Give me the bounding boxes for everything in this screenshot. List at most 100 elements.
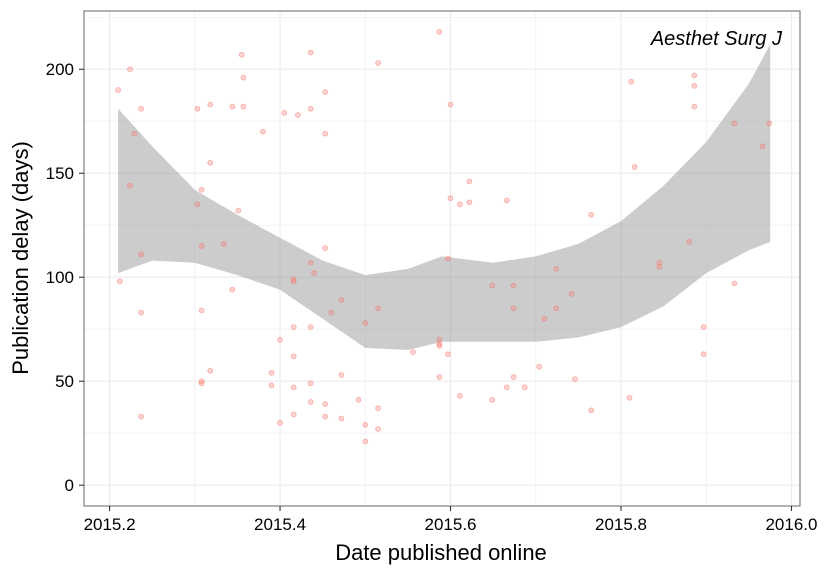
data-point — [362, 320, 369, 326]
data-point — [290, 411, 297, 418]
data-point — [436, 28, 443, 35]
x-tick-label: 2015.8 — [595, 515, 647, 534]
data-point — [766, 120, 773, 127]
data-point — [691, 103, 698, 110]
data-point — [240, 74, 247, 81]
data-point — [260, 128, 266, 135]
data-point — [362, 438, 369, 445]
data-point — [628, 78, 635, 85]
data-point — [295, 112, 301, 118]
data-point — [759, 143, 766, 150]
data-point — [375, 405, 381, 412]
data-point — [489, 397, 496, 403]
data-point — [290, 353, 297, 360]
data-point — [436, 374, 443, 380]
y-axis-title: Publication delay (days) — [8, 141, 33, 375]
data-point — [503, 384, 510, 391]
data-point — [116, 278, 123, 285]
data-point — [322, 401, 329, 407]
data-point — [457, 392, 463, 399]
data-point — [194, 105, 201, 112]
data-point — [238, 51, 245, 58]
data-point — [198, 187, 205, 193]
data-point — [240, 103, 247, 110]
y-tick-label: 200 — [46, 60, 74, 79]
scatter-points — [115, 28, 773, 445]
data-point — [281, 110, 288, 116]
data-point — [322, 89, 329, 95]
data-point — [235, 207, 242, 214]
data-point — [290, 324, 297, 330]
data-point — [489, 282, 496, 289]
y-tick-label: 50 — [55, 372, 74, 391]
data-point — [521, 384, 528, 391]
data-point — [290, 278, 297, 285]
data-point — [138, 251, 144, 258]
data-point — [311, 270, 317, 276]
data-point — [731, 280, 738, 287]
data-point — [691, 83, 698, 89]
data-point — [322, 245, 329, 251]
data-point — [445, 255, 451, 262]
data-point — [127, 182, 133, 189]
confidence-band — [118, 44, 771, 351]
data-point — [198, 380, 205, 387]
data-point — [307, 324, 314, 330]
data-point — [131, 130, 138, 137]
data-point — [466, 178, 473, 185]
data-point — [626, 394, 633, 401]
data-point — [355, 397, 362, 403]
x-tick-label: 2016.0 — [765, 515, 817, 534]
data-point — [307, 105, 314, 112]
data-point — [338, 372, 345, 378]
data-point — [207, 367, 214, 374]
data-point — [290, 384, 297, 391]
data-point — [229, 286, 236, 293]
data-point — [307, 399, 314, 405]
data-point — [138, 309, 144, 316]
data-point — [656, 263, 663, 270]
data-point — [375, 426, 381, 432]
data-point — [445, 351, 451, 358]
data-point — [375, 60, 381, 66]
y-tick-label: 150 — [46, 164, 74, 183]
data-point — [436, 336, 443, 343]
data-point — [588, 407, 595, 414]
data-point — [536, 363, 543, 370]
y-tick-label: 100 — [46, 268, 74, 287]
data-point — [631, 164, 638, 170]
data-point — [375, 305, 381, 312]
data-point — [268, 382, 275, 389]
data-point — [194, 201, 201, 208]
data-point — [510, 282, 517, 289]
data-point — [322, 413, 329, 420]
data-point — [127, 66, 133, 73]
data-point — [328, 309, 335, 316]
data-point — [207, 101, 214, 108]
data-point — [115, 87, 121, 93]
data-point — [553, 266, 560, 272]
data-point — [553, 305, 560, 312]
data-point — [338, 415, 345, 422]
data-point — [466, 199, 473, 206]
data-point — [503, 197, 510, 204]
x-axis-ticks: 2015.2 2015.4 2015.6 2015.8 2016.0 — [84, 506, 817, 534]
data-point — [700, 351, 707, 358]
data-point — [277, 419, 283, 426]
data-point — [138, 105, 144, 112]
data-point — [457, 201, 463, 208]
data-point — [207, 159, 214, 166]
data-point — [686, 239, 693, 245]
x-tick-label: 2015.2 — [84, 515, 136, 534]
data-point — [307, 259, 314, 266]
data-point — [572, 376, 578, 382]
data-point — [541, 315, 548, 322]
data-point — [510, 374, 517, 380]
data-point — [198, 307, 205, 314]
x-tick-label: 2015.4 — [254, 515, 306, 534]
data-point — [277, 336, 283, 343]
data-point — [362, 422, 369, 428]
data-point — [307, 380, 314, 387]
data-point — [588, 211, 595, 218]
